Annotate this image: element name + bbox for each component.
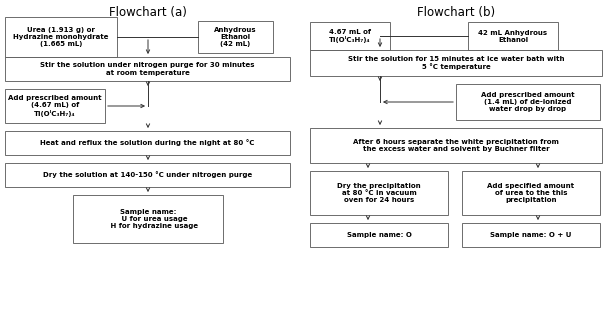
- Text: Stir the solution under nitrogen purge for 30 minutes
at room temperature: Stir the solution under nitrogen purge f…: [40, 62, 255, 76]
- Bar: [73, 195, 223, 243]
- Bar: [5, 57, 290, 81]
- Bar: [456, 84, 600, 120]
- Text: Heat and reflux the solution during the night at 80 °C: Heat and reflux the solution during the …: [41, 140, 255, 146]
- Bar: [5, 163, 290, 187]
- Text: Flowchart (b): Flowchart (b): [417, 6, 495, 19]
- Text: Add prescribed amount
(1.4 mL) of de-ionized
water drop by drop: Add prescribed amount (1.4 mL) of de-ion…: [481, 92, 575, 112]
- Text: Sample name: O: Sample name: O: [347, 232, 411, 238]
- Text: Dry the precipitation
at 80 °C in vacuum
oven for 24 hours: Dry the precipitation at 80 °C in vacuum…: [337, 183, 421, 203]
- Text: Dry the solution at 140-150 °C under nitrogen purge: Dry the solution at 140-150 °C under nit…: [43, 172, 252, 179]
- Text: Add specified amount
of urea to the this
precipitation: Add specified amount of urea to the this…: [487, 183, 574, 203]
- Bar: [310, 22, 390, 50]
- Text: Sample name:
     U for urea usage
     H for hydrazine usage: Sample name: U for urea usage H for hydr…: [98, 209, 198, 229]
- Text: Add prescribed amount
(4.67 mL) of
Ti(OᴵC₃H₇)₄: Add prescribed amount (4.67 mL) of Ti(Oᴵ…: [8, 95, 102, 117]
- Bar: [5, 89, 105, 123]
- Bar: [5, 17, 117, 57]
- Text: 42 mL Anhydrous
Ethanol: 42 mL Anhydrous Ethanol: [479, 30, 548, 43]
- Text: Stir the solution for 15 minutes at ice water bath with
5 °C temperature: Stir the solution for 15 minutes at ice …: [348, 56, 564, 70]
- Text: Anhydrous
Ethanol
(42 mL): Anhydrous Ethanol (42 mL): [214, 27, 257, 47]
- Bar: [310, 171, 448, 215]
- Text: 4.67 mL of
Ti(OᴵC₃H₇)₄: 4.67 mL of Ti(OᴵC₃H₇)₄: [329, 29, 371, 43]
- Bar: [310, 223, 448, 247]
- Text: Flowchart (a): Flowchart (a): [109, 6, 187, 19]
- Bar: [462, 171, 600, 215]
- Bar: [468, 22, 558, 50]
- Text: After 6 hours separate the white precipitation from
the excess water and solvent: After 6 hours separate the white precipi…: [353, 139, 559, 152]
- Bar: [5, 131, 290, 155]
- Bar: [310, 128, 602, 163]
- Bar: [310, 50, 602, 76]
- Bar: [462, 223, 600, 247]
- Text: Urea (1.913 g) or
Hydrazine monohydrate
(1.665 mL): Urea (1.913 g) or Hydrazine monohydrate …: [13, 27, 108, 47]
- Text: Sample name: O + U: Sample name: O + U: [490, 232, 571, 238]
- Bar: [198, 21, 273, 53]
